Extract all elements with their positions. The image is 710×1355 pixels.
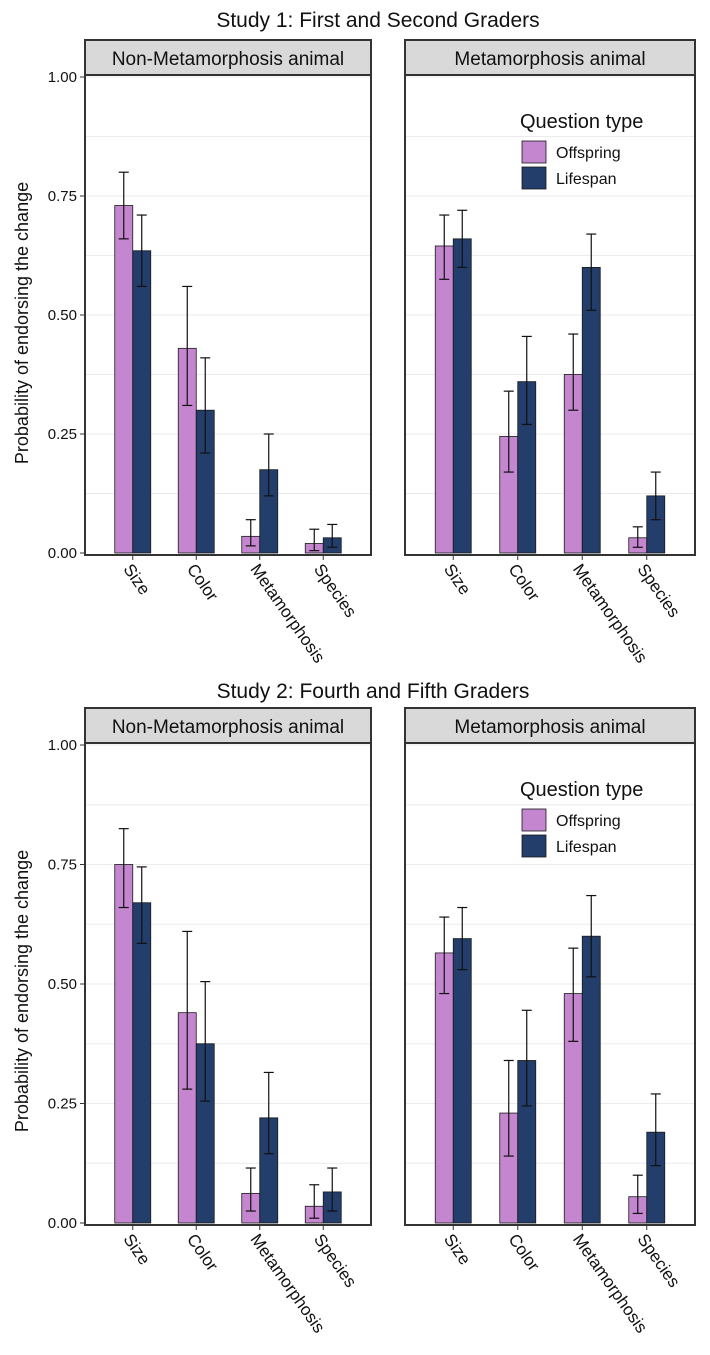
x-tick-label: Size	[119, 1230, 154, 1268]
bar-lifespan	[582, 936, 600, 1223]
y-tick-label: 0.00	[48, 1215, 77, 1232]
y-tick-label: 0.75	[48, 188, 77, 205]
bar-lifespan	[133, 903, 151, 1223]
legend-label-lifespan: Lifespan	[556, 171, 617, 188]
legend-title: Question type	[520, 111, 643, 133]
facet-strip-label: Metamorphosis animal	[454, 49, 645, 70]
chart-title-study-1: Study 1: First and Second Graders	[216, 9, 539, 32]
legend-swatch-lifespan	[522, 167, 546, 189]
bar-offspring	[435, 246, 453, 553]
y-tick-label: 0.25	[48, 1096, 77, 1113]
legend-swatch-lifespan	[522, 835, 546, 857]
x-tick-label: Species	[310, 1230, 360, 1290]
bar-lifespan	[453, 239, 471, 553]
x-tick-label: Color	[183, 1230, 222, 1274]
facet-strip-label: Non-Metamorphosis animal	[112, 717, 344, 738]
y-tick-label: 0.50	[48, 307, 77, 324]
y-tick-label: 0.00	[48, 545, 77, 562]
x-tick-label: Size	[440, 560, 475, 598]
y-tick-label: 1.00	[48, 737, 77, 754]
y-tick-label: 1.00	[48, 69, 77, 86]
bar-lifespan	[133, 251, 151, 553]
y-axis-label-study-1: Probability of endorsing the change	[12, 182, 32, 464]
x-tick-label: Color	[504, 1230, 543, 1274]
facet-strip-label: Metamorphosis animal	[454, 717, 645, 738]
y-tick-label: 0.75	[48, 857, 77, 874]
x-tick-label: Size	[119, 560, 154, 598]
bar-offspring	[115, 206, 133, 553]
legend-label-offspring: Offspring	[556, 813, 621, 830]
legend-swatch-offspring	[522, 141, 546, 163]
bar-offspring	[115, 865, 133, 1224]
x-tick-label: Species	[633, 1230, 683, 1290]
y-tick-label: 0.25	[48, 426, 77, 443]
facet-strip-label: Non-Metamorphosis animal	[112, 49, 344, 70]
x-tick-label: Color	[504, 560, 543, 604]
legend-label-offspring: Offspring	[556, 145, 621, 162]
bar-lifespan	[453, 939, 471, 1223]
chart-title-study-2: Study 2: Fourth and Fifth Graders	[217, 680, 530, 703]
y-tick-label: 0.50	[48, 976, 77, 993]
legend-label-lifespan: Lifespan	[556, 839, 617, 856]
x-tick-label: Size	[440, 1230, 475, 1268]
legend-swatch-offspring	[522, 809, 546, 831]
x-tick-label: Color	[183, 560, 222, 604]
x-tick-label: Species	[310, 560, 360, 620]
y-axis-label-study-2: Probability of endorsing the change	[12, 850, 32, 1132]
legend-title: Question type	[520, 779, 643, 801]
x-tick-label: Species	[633, 560, 683, 620]
